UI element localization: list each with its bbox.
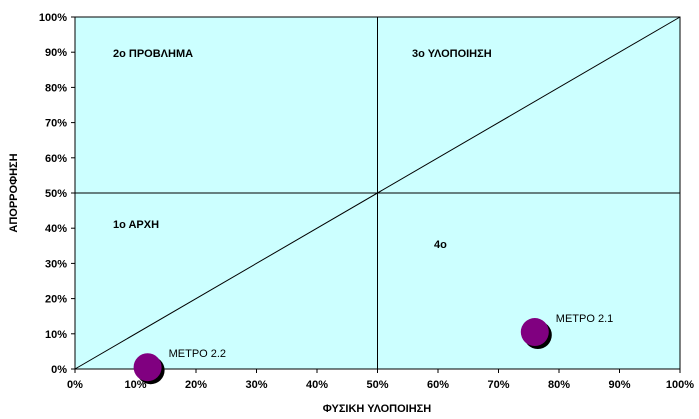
y-tick-label: 60%: [45, 153, 67, 165]
y-tick-label: 80%: [45, 82, 67, 94]
y-tick-label: 40%: [45, 223, 67, 235]
diagonal-line: [74, 16, 681, 370]
data-points: ΜΕΤΡΟ 2.1 ΜΕΤΡΟ 2.2: [133, 313, 613, 385]
x-axis-title: ΦΥΣΙΚΗ ΥΛΟΠΟΙΗΣΗ: [323, 403, 431, 415]
x-tick-label: 0%: [67, 379, 83, 391]
x-tick-label: 30%: [245, 379, 267, 391]
x-tick-label: 50%: [366, 379, 388, 391]
y-tick-label: 0%: [51, 364, 67, 376]
x-tick-label: 10%: [124, 379, 146, 391]
y-tick-label: 30%: [45, 258, 67, 270]
point-marker: [520, 318, 549, 347]
quadrant-label-problem: 2ο ΠΡΟΒΛΗΜΑ: [113, 48, 193, 60]
y-tick-label: 50%: [45, 188, 67, 200]
y-axis-title: ΑΠΟΡΡΟΦΗΣΗ: [8, 153, 20, 232]
quadrant-label-fourth: 4ο: [434, 239, 447, 251]
x-axis-ticks: 0% 10% 20% 30% 40% 50% 60% 70% 80% 90% 100%: [67, 369, 694, 391]
x-tick-label: 100%: [666, 379, 694, 391]
y-axis-ticks: 0% 10% 20% 30% 40% 50% 60% 70% 80% 90% 100%: [39, 12, 75, 376]
quadrant-label-start: 1ο ΑΡΧΗ: [113, 219, 159, 231]
y-tick-label: 90%: [45, 47, 67, 59]
quadrant-labels: 2ο ΠΡΟΒΛΗΜΑ 3ο ΥΛΟΠΟΙΗΣΗ 1ο ΑΡΧΗ 4ο: [113, 48, 492, 251]
point-marker: [133, 353, 162, 382]
quadrant-label-implementation: 3ο ΥΛΟΠΟΙΗΣΗ: [412, 48, 492, 60]
x-tick-label: 70%: [487, 379, 509, 391]
x-tick-label: 90%: [608, 379, 630, 391]
point-label: ΜΕΤΡΟ 2.2: [169, 348, 226, 360]
reference-lines: [74, 16, 681, 370]
y-tick-label: 20%: [45, 294, 67, 306]
x-tick-label: 20%: [185, 379, 207, 391]
x-tick-label: 40%: [306, 379, 328, 391]
x-tick-label: 60%: [427, 379, 449, 391]
point-label: ΜΕΤΡΟ 2.1: [556, 313, 613, 325]
x-tick-label: 80%: [548, 379, 570, 391]
y-tick-label: 70%: [45, 118, 67, 130]
y-tick-label: 100%: [39, 12, 67, 24]
y-tick-label: 10%: [45, 329, 67, 341]
